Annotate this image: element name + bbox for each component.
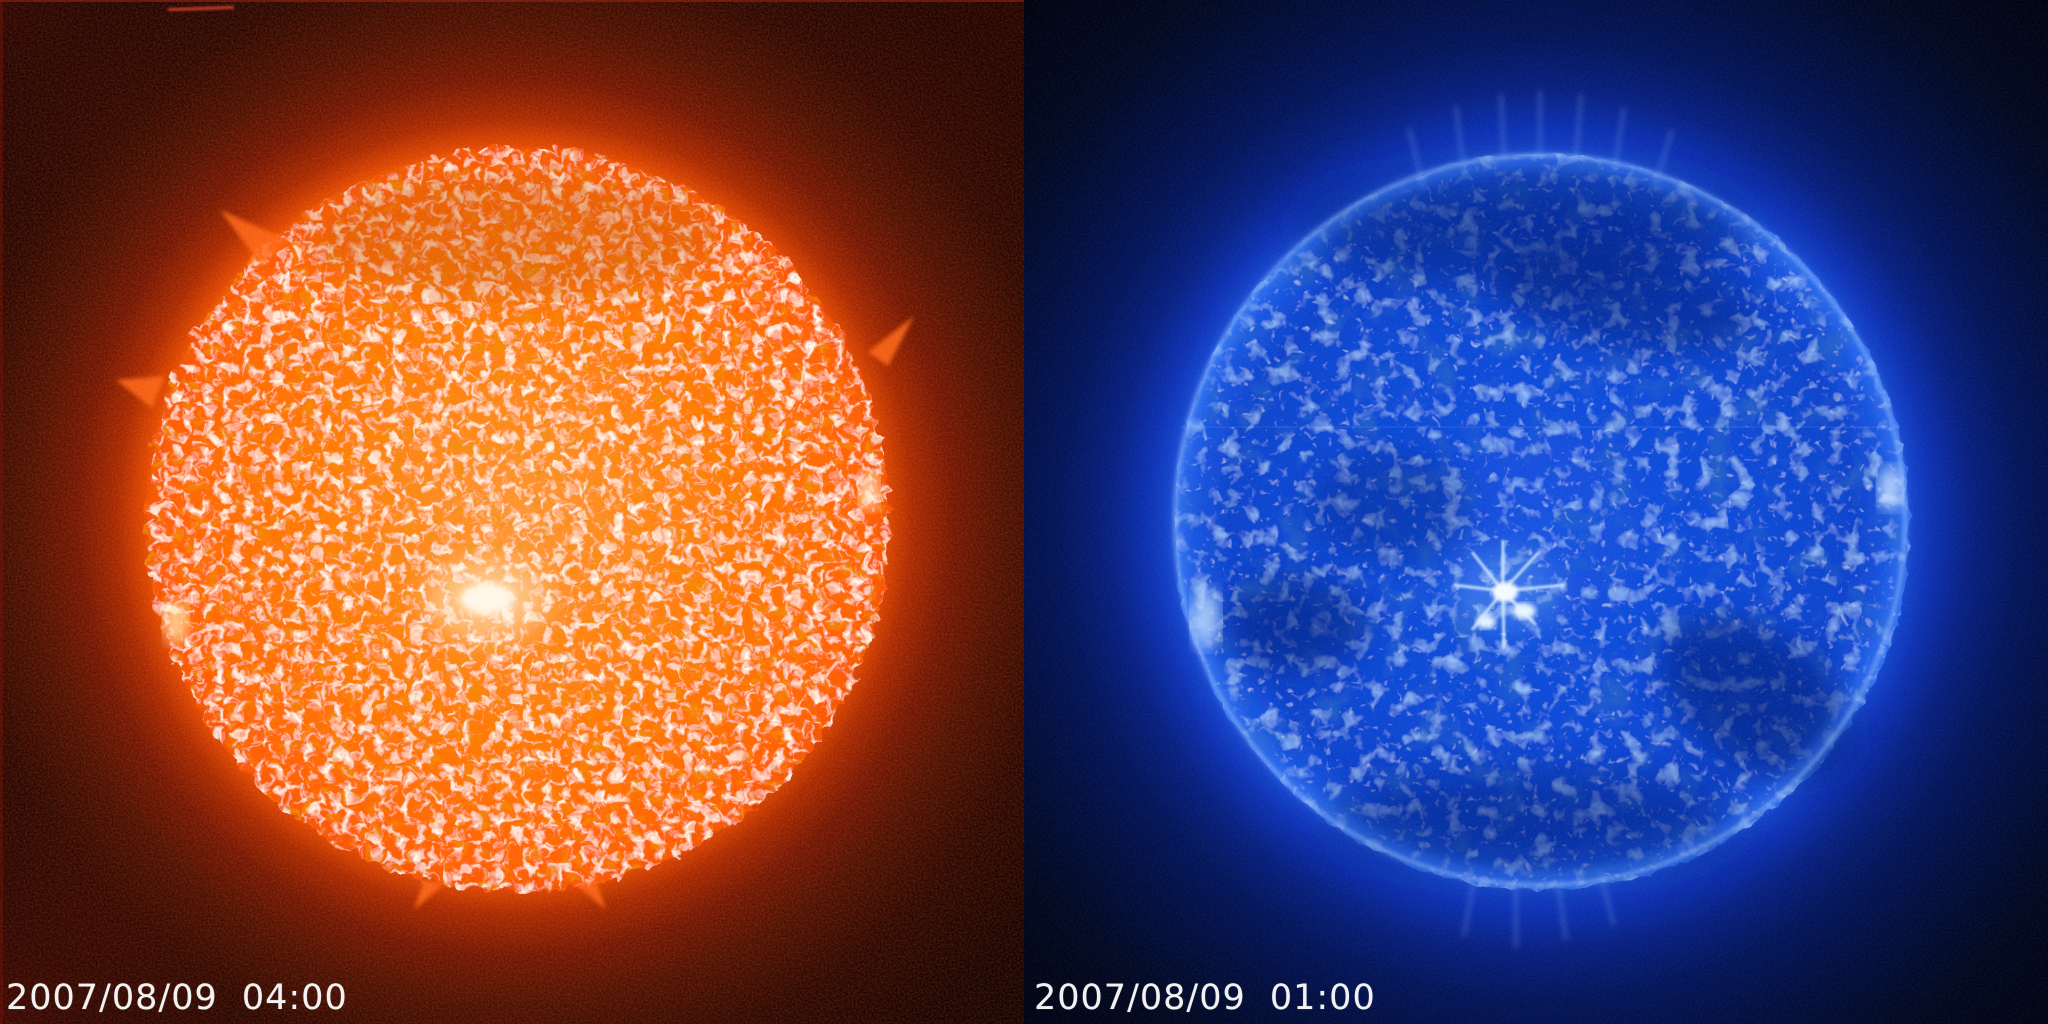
top-artifact-line — [0, 0, 1024, 2]
timestamp-red: 2007/08/09 04:00 — [6, 978, 348, 1018]
east-limb-bright-patch — [1192, 588, 1220, 648]
sun-disk-blue — [1172, 90, 1908, 948]
west-limb-bright-patch — [859, 472, 879, 510]
active-region-core — [460, 583, 514, 615]
panel-sun-blue: 2007/08/09 01:00 — [1024, 0, 2048, 1024]
west-limb-bright-patch — [1878, 466, 1902, 510]
timestamp-blue: 2007/08/09 01:00 — [1034, 978, 1376, 1018]
ccd-row-artifact — [1180, 426, 1900, 428]
left-edge-artifact — [0, 0, 3, 1024]
sun-disk-red — [116, 144, 914, 910]
north-dark-filament-region — [310, 173, 720, 297]
panel-sun-red: 2007/08/09 04:00 — [0, 0, 1024, 1024]
east-limb-bright-patch — [164, 600, 188, 644]
